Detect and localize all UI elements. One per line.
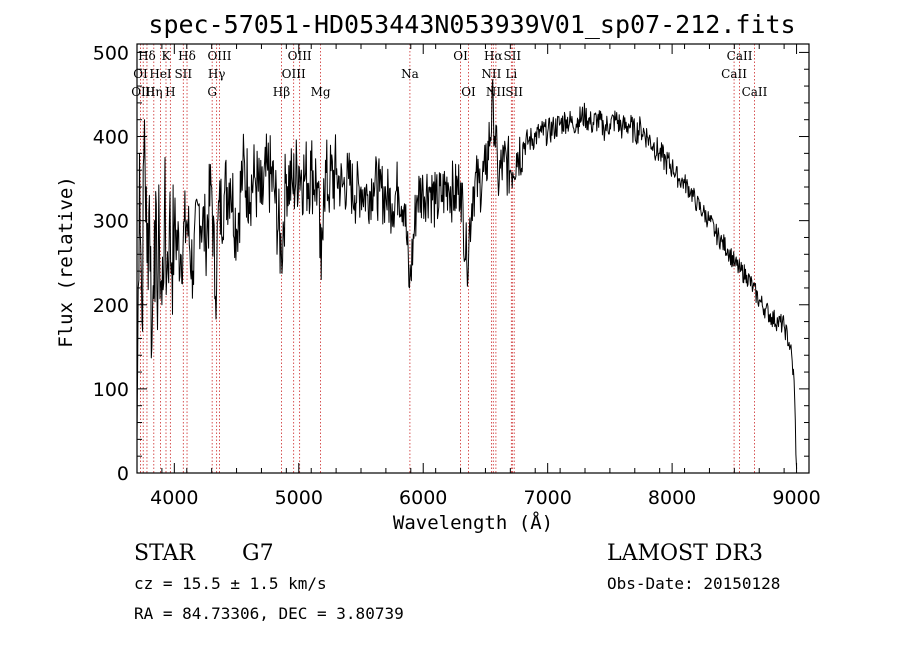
plot-frame bbox=[136, 43, 810, 474]
y-tick-label: 0 bbox=[117, 463, 129, 485]
spectral-line-label: Na bbox=[401, 67, 419, 81]
spectral-line-label: Hγ bbox=[208, 67, 226, 81]
survey-name: LAMOST DR3 bbox=[607, 541, 763, 566]
coordinates: RA = 84.73306, DEC = 3.80739 bbox=[134, 604, 404, 623]
spectral-line-label: SII bbox=[503, 49, 521, 63]
spectral-line-label: Mg bbox=[311, 85, 331, 99]
redshift-info: cz = 15.5 ± 1.5 km/s bbox=[134, 574, 327, 593]
x-tick-label: 8000 bbox=[648, 487, 696, 509]
y-axis-label: Flux (relative) bbox=[55, 176, 77, 348]
chart-title: spec-57051-HD053443N053939V01_sp07-212.f… bbox=[148, 10, 795, 39]
y-tick-label: 200 bbox=[93, 295, 129, 317]
y-axis-ticks: 0 100 200 300 400 500 bbox=[93, 42, 809, 485]
x-tick-label: 6000 bbox=[399, 487, 447, 509]
spectral-line-label: NII bbox=[486, 85, 506, 99]
spectral-line-label: Hα bbox=[484, 49, 503, 63]
spectrum-series-layer bbox=[136, 79, 798, 469]
spectral-line-label: Hη bbox=[145, 85, 163, 99]
spectral-line-markers bbox=[140, 44, 755, 473]
x-tick-label: 4000 bbox=[150, 487, 198, 509]
x-axis-label: Wavelength (Å) bbox=[393, 511, 553, 534]
x-tick-label: 9000 bbox=[772, 487, 820, 509]
spectral-line-label: OIII bbox=[131, 85, 155, 99]
spectral-line-label: Hβ bbox=[273, 85, 290, 99]
spectral-line-label: OI bbox=[133, 67, 148, 81]
spectral-line-label: CaII bbox=[721, 67, 747, 81]
x-axis-ticks: 4000 5000 6000 7000 8000 9000 bbox=[136, 44, 821, 509]
spectral-line-label: OIII bbox=[288, 49, 312, 63]
x-tick-label: 5000 bbox=[275, 487, 323, 509]
spectral-line-label: CaII bbox=[742, 85, 768, 99]
y-tick-label: 500 bbox=[93, 42, 129, 64]
y-tick-label: 300 bbox=[93, 211, 129, 233]
object-subclass: G7 bbox=[242, 541, 274, 566]
obs-date: Obs-Date: 20150128 bbox=[607, 574, 780, 593]
spectrum-line bbox=[136, 79, 798, 469]
spectral-line-label: Li bbox=[505, 67, 517, 81]
spectral-line-label: OIII bbox=[207, 49, 231, 63]
spectral-line-label: OI bbox=[461, 85, 476, 99]
spectral-line-label: SII bbox=[505, 85, 523, 99]
spectral-line-label: OI bbox=[453, 49, 468, 63]
spectral-line-label: NII bbox=[481, 67, 501, 81]
spectral-line-label: G bbox=[207, 85, 217, 99]
spectral-line-label: Hδ bbox=[178, 49, 196, 63]
x-tick-label: 7000 bbox=[523, 487, 571, 509]
spectral-line-label: CaII bbox=[727, 49, 753, 63]
spectral-line-label: Hδ bbox=[138, 49, 156, 63]
spectral-line-label: K bbox=[162, 49, 172, 63]
object-class: STAR bbox=[134, 541, 196, 566]
y-tick-label: 400 bbox=[93, 127, 129, 149]
spectral-line-label: HeI bbox=[149, 67, 172, 81]
spectral-line-label: H bbox=[165, 85, 175, 99]
y-tick-label: 100 bbox=[93, 379, 129, 401]
spectral-line-label: OIII bbox=[282, 67, 306, 81]
spectral-line-label: SII bbox=[174, 67, 192, 81]
